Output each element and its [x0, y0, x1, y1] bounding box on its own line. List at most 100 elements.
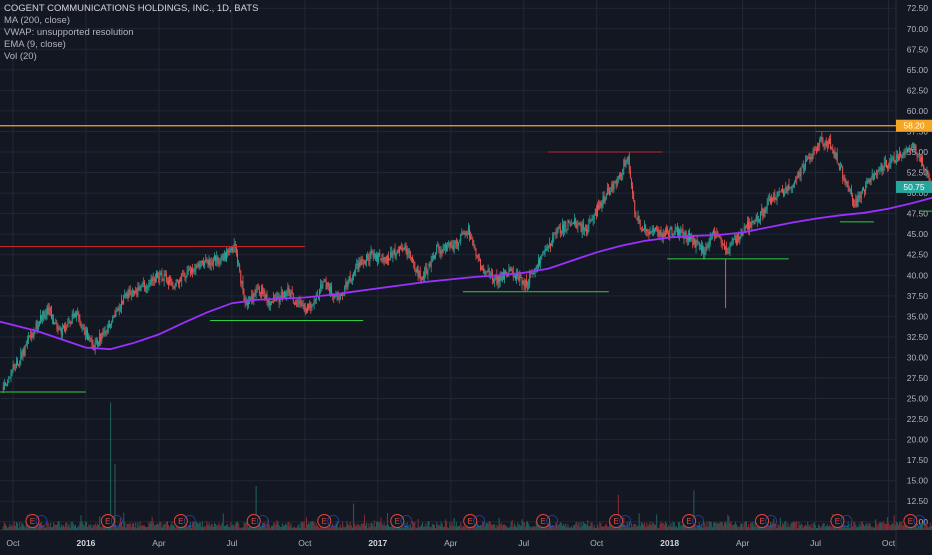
volume-bar [173, 526, 174, 530]
volume-bar [281, 527, 282, 530]
candle-body [792, 187, 793, 188]
volume-bar [149, 524, 150, 530]
volume-bar [241, 528, 242, 530]
volume-bar [79, 522, 80, 530]
volume-bar [632, 527, 633, 530]
candle-body [323, 281, 324, 282]
volume-bar [495, 528, 496, 530]
volume-bar [381, 524, 382, 530]
candle-body [543, 251, 544, 254]
candle-body [801, 167, 802, 176]
candle-body [913, 143, 914, 150]
volume-bar [291, 523, 292, 530]
candle-body [586, 229, 587, 234]
volume-bar [158, 524, 159, 530]
candle-body [550, 244, 551, 247]
candle-body [542, 255, 543, 256]
indicator-ema[interactable]: EMA (9, close) [4, 39, 258, 51]
candle-body [89, 336, 90, 338]
volume-bar [799, 525, 800, 530]
volume-bar [721, 522, 722, 530]
candle-body [604, 196, 605, 202]
volume-bar [357, 524, 358, 530]
volume-bar [818, 524, 819, 530]
candle-body [439, 251, 440, 255]
volume-bar [368, 523, 369, 530]
indicator-vwap[interactable]: VWAP: unsupported resolution [4, 27, 258, 39]
volume-bar [358, 525, 359, 530]
candle-body [251, 295, 252, 300]
volume-bar [61, 524, 62, 530]
volume-bar [144, 526, 145, 530]
volume-bar [875, 519, 876, 530]
earnings-marker-label: E [105, 517, 110, 526]
volume-bar [804, 526, 805, 530]
candle-body [634, 200, 635, 212]
volume-bar [600, 523, 601, 530]
candle-body [585, 229, 586, 230]
volume-bar [506, 526, 507, 530]
candle-body [284, 292, 285, 297]
y-tick-label: 37.50 [907, 291, 929, 301]
candle-body [646, 229, 647, 232]
candle-body [342, 295, 343, 296]
volume-bar [502, 525, 503, 530]
volume-bar [284, 525, 285, 530]
volume-bar [18, 528, 19, 530]
candle-body [281, 292, 282, 299]
candle-body [437, 246, 438, 247]
volume-bar [559, 524, 560, 530]
candle-body [26, 344, 27, 346]
volume-bar [384, 523, 385, 530]
candle-body [656, 228, 657, 229]
volume-bar [414, 522, 415, 530]
candle-body [649, 232, 650, 235]
volume-bar [369, 527, 370, 530]
volume-bar [424, 526, 425, 530]
volume-bar [702, 528, 703, 530]
candle-body [511, 269, 512, 271]
volume-bar [130, 523, 131, 530]
volume-bar [757, 527, 758, 530]
candle-body [171, 282, 172, 285]
volume-bar [314, 522, 315, 530]
candle-body [533, 274, 534, 275]
volume-bar [624, 525, 625, 530]
candle-body [83, 328, 84, 329]
candle-body [838, 164, 839, 165]
candle-body [688, 234, 689, 241]
volume-bar [727, 515, 728, 530]
indicator-ma[interactable]: MA (200, close) [4, 15, 258, 27]
volume-bar [48, 523, 49, 530]
candle-body [480, 259, 481, 269]
indicator-volume[interactable]: Vol (20) [4, 51, 258, 63]
candle-body [389, 259, 390, 261]
candle-body [750, 222, 751, 228]
candle-body [821, 137, 822, 141]
candle-body [791, 187, 792, 189]
candle-body [365, 262, 366, 263]
candle-body [5, 382, 6, 384]
candle-body [527, 284, 528, 285]
volume-bar [318, 527, 319, 530]
volume-bar [561, 523, 562, 530]
volume-bar [480, 525, 481, 530]
candle-body [298, 300, 299, 304]
candle-body [640, 220, 641, 227]
volume-bar [416, 528, 417, 530]
volume-bar [508, 528, 509, 530]
candle-body [587, 230, 588, 233]
volume-bar [507, 528, 508, 530]
volume-bar [631, 523, 632, 530]
candle-body [91, 339, 92, 344]
y-tick-label: 27.50 [907, 373, 929, 383]
volume-bar [97, 523, 98, 530]
volume-bar [169, 527, 170, 530]
candle-body [101, 333, 102, 341]
candle-body [123, 296, 124, 304]
volume-bar [828, 527, 829, 530]
candle-body [781, 189, 782, 191]
volume-bar [732, 525, 733, 530]
